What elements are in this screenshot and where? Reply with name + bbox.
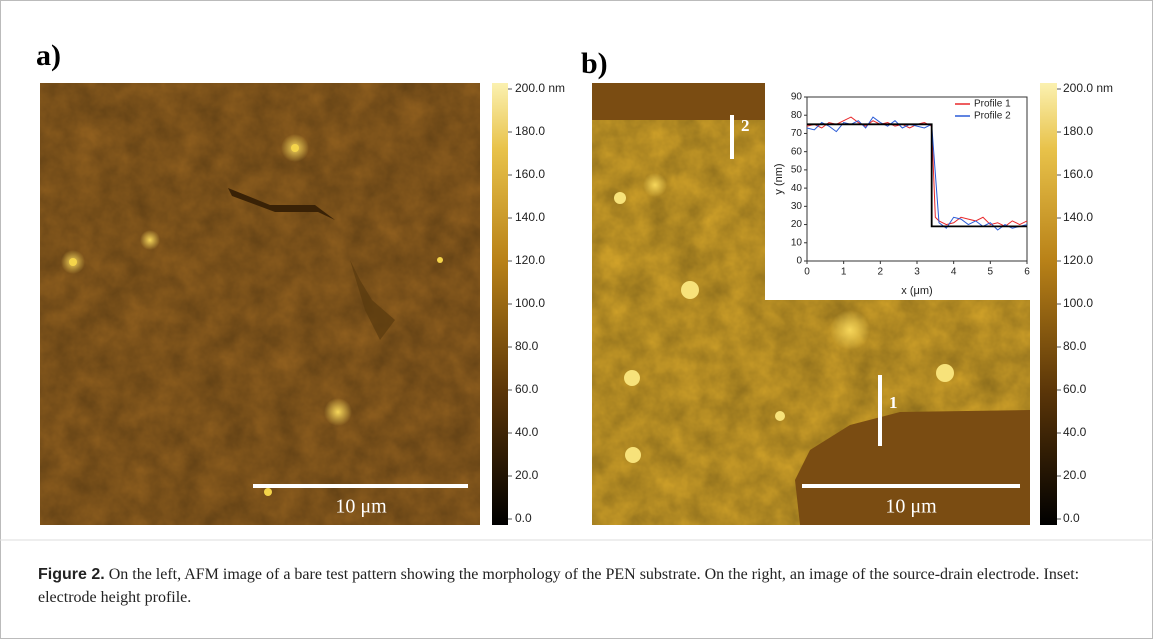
y-tick-label: 80: [791, 110, 803, 121]
colorbar-tick-label: 40.0: [1063, 425, 1087, 439]
x-tick-label: 0: [804, 267, 810, 278]
colorbar-b: [1040, 83, 1057, 525]
x-axis-label: x (μm): [901, 285, 932, 297]
panel-label: b): [581, 47, 608, 80]
colorbar-tick-label: 120.0: [1063, 253, 1093, 267]
colorbar-tick-label: 20.0: [1063, 468, 1087, 482]
colorbar-tick-label: 60.0: [1063, 382, 1087, 396]
legend-label: Profile 2: [974, 111, 1011, 122]
colorbar-tick-label: 100.0: [1063, 296, 1093, 310]
colorbar-tick-label: 160.0: [1063, 167, 1093, 181]
profile-label: 2: [741, 116, 750, 135]
x-tick-label: 5: [988, 267, 994, 278]
colorbar-a: [492, 83, 508, 525]
y-tick-label: 10: [791, 237, 803, 248]
legend-label: Profile 1: [974, 99, 1011, 110]
colorbar-tick-label: 160.0: [515, 167, 545, 181]
x-tick-label: 3: [914, 267, 920, 278]
panel-label: a): [36, 39, 61, 72]
x-tick-label: 1: [841, 267, 847, 278]
afm-image-a: [40, 83, 480, 525]
x-tick-label: 4: [951, 267, 957, 278]
colorbar-tick-label: 80.0: [1063, 339, 1087, 353]
y-tick-label: 30: [791, 201, 803, 212]
y-tick-label: 70: [791, 128, 803, 139]
colorbar-tick-label: 180.0: [1063, 124, 1093, 138]
colorbar-tick-label: 100.0: [515, 296, 545, 310]
scale-bar-label: 10 μm: [885, 496, 937, 518]
caption: Figure 2. On the left, AFM image of a ba…: [38, 563, 1098, 609]
scale-bar-label: 10 μm: [335, 496, 387, 518]
profile-label: 1: [889, 393, 898, 412]
caption-label: Figure 2.: [38, 566, 105, 583]
colorbar-tick-label: 60.0: [515, 382, 539, 396]
afm-image-b: [592, 83, 1030, 525]
y-tick-label: 0: [796, 256, 802, 267]
colorbar-tick-label: 80.0: [515, 339, 539, 353]
fit-line: [807, 123, 1027, 228]
colorbar-tick-label: 140.0: [515, 210, 545, 224]
colorbar-tick-label: 20.0: [515, 468, 539, 482]
y-tick-label: 20: [791, 219, 803, 230]
colorbar-tick-label: 200.0 nm: [1063, 81, 1113, 95]
y-tick-label: 60: [791, 146, 803, 157]
colorbar-tick-label: 0.0: [1063, 511, 1080, 525]
caption-text: On the left, AFM image of a bare test pa…: [38, 566, 1080, 606]
y-tick-label: 50: [791, 165, 803, 176]
colorbar-tick-label: 140.0: [1063, 210, 1093, 224]
y-axis-label: y (nm): [773, 163, 785, 194]
y-tick-label: 90: [791, 92, 803, 103]
colorbar-tick-label: 0.0: [515, 511, 532, 525]
x-tick-label: 2: [878, 267, 884, 278]
profile-line: [806, 116, 1028, 231]
x-tick-label: 6: [1024, 267, 1030, 278]
colorbar-tick-label: 180.0: [515, 124, 545, 138]
y-tick-label: 40: [791, 183, 803, 194]
colorbar-tick-label: 40.0: [515, 425, 539, 439]
colorbar-tick-label: 200.0 nm: [515, 81, 565, 95]
colorbar-tick-label: 120.0: [515, 253, 545, 267]
